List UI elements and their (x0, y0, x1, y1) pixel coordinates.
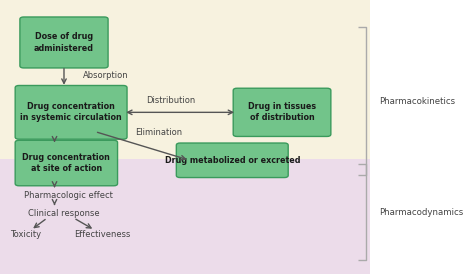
Text: Pharmacokinetics: Pharmacokinetics (379, 97, 456, 106)
Text: Pharmacodynamics: Pharmacodynamics (379, 208, 464, 217)
FancyBboxPatch shape (233, 88, 331, 136)
Text: Distribution: Distribution (146, 96, 195, 105)
Text: Drug metabolized or excreted: Drug metabolized or excreted (164, 156, 300, 165)
Text: Pharmacologic effect: Pharmacologic effect (24, 192, 113, 200)
Text: Dose of drug
administered: Dose of drug administered (34, 32, 94, 53)
Bar (0, 159, 370, 274)
Text: Toxicity: Toxicity (10, 230, 42, 239)
Text: Absorption: Absorption (83, 71, 128, 80)
Text: Elimination: Elimination (135, 128, 182, 137)
Bar (0, 0, 370, 159)
FancyBboxPatch shape (15, 140, 118, 186)
Text: Clinical response: Clinical response (28, 209, 100, 218)
Text: Drug concentration
in systemic circulation: Drug concentration in systemic circulati… (20, 102, 122, 122)
Text: Drug in tissues
of distribution: Drug in tissues of distribution (248, 102, 316, 122)
Text: Effectiveness: Effectiveness (74, 230, 130, 239)
FancyBboxPatch shape (176, 143, 288, 178)
Text: Drug concentration
at site of action: Drug concentration at site of action (22, 153, 110, 173)
FancyBboxPatch shape (15, 85, 127, 139)
FancyBboxPatch shape (20, 17, 108, 68)
